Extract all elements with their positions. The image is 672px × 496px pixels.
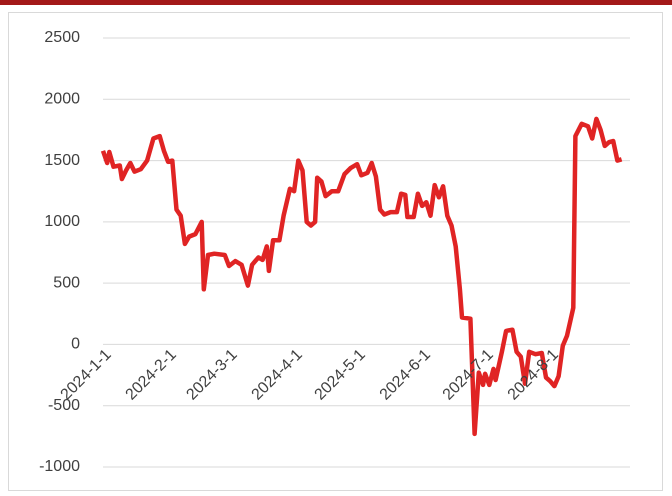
y-tick-label: 0 — [71, 336, 80, 353]
y-tick-label: 1000 — [44, 213, 80, 230]
y-tick-label: -1000 — [39, 458, 80, 475]
y-tick-label: 2000 — [44, 91, 80, 108]
y-tick-label: -500 — [48, 397, 80, 414]
y-tick-label: 500 — [53, 274, 80, 291]
y-tick-label: 2500 — [44, 29, 80, 46]
line — [100, 116, 623, 437]
y-tick-label: 1500 — [44, 152, 80, 169]
top-bar — [0, 0, 672, 5]
chart-frame — [8, 12, 663, 491]
